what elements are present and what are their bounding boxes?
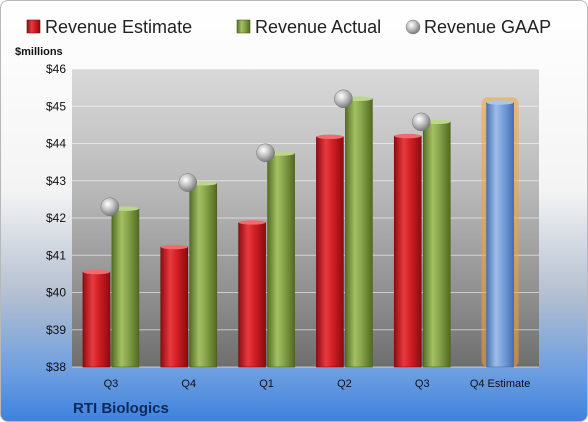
y-tick-label: $38 (46, 360, 66, 374)
y-tick-label: $43 (46, 174, 66, 188)
bars (82, 96, 519, 368)
bar-cap (316, 134, 344, 139)
x-axis-categories: Q3 Q4 Q1 Q2 Q3 Q4 Estimate (104, 378, 531, 390)
grid-lines (72, 68, 539, 368)
bar-revenue-actual (267, 153, 295, 368)
y-tick-label: $41 (46, 248, 66, 262)
gaap-marker (256, 143, 275, 163)
bar-cap (160, 244, 188, 250)
gaap-marker (334, 89, 353, 109)
bar-revenue-estimate (82, 271, 111, 368)
x-category-label: Q1 (259, 378, 274, 390)
y-tick-label: $46 (46, 62, 66, 76)
bar-revenue-actual (422, 121, 451, 368)
bar-cap (82, 269, 110, 275)
legend-label: Revenue Estimate (45, 17, 192, 37)
x-category-label: Q2 (337, 378, 352, 390)
gaap-marker (100, 197, 120, 217)
legend-label: Revenue GAAP (424, 17, 551, 37)
bar-revenue-estimate-forecast (486, 102, 514, 368)
y-tick-label: $40 (46, 286, 66, 300)
y-tick-label: $45 (46, 99, 66, 113)
bar-cap (238, 220, 266, 225)
gaap-markers (100, 89, 431, 217)
bar-cap (394, 133, 422, 139)
y-tick-label: $44 (46, 137, 66, 151)
bar-revenue-actual (111, 208, 140, 368)
company-name: RTI Biologics (73, 400, 169, 417)
y-tick-label: $42 (46, 211, 66, 225)
bar-revenue-actual (189, 183, 218, 368)
bar-revenue-estimate (393, 135, 422, 368)
x-category-label: Q4 (181, 378, 196, 390)
x-category-label: Q3 (415, 378, 430, 390)
y-tick-label: $39 (46, 323, 66, 337)
x-category-label: Q3 (104, 378, 119, 390)
x-category-label: Q4 Estimate (470, 378, 531, 390)
legend-swatch (26, 19, 41, 34)
gaap-marker (412, 112, 431, 132)
bar-revenue-estimate (316, 136, 344, 368)
bar-revenue-estimate (160, 246, 189, 368)
legend: Revenue Estimate Revenue Actual Revenue GA… (26, 17, 551, 37)
bar-revenue-actual (345, 98, 373, 368)
gaap-marker (178, 173, 197, 192)
y-axis-unit-label: $millions (15, 46, 63, 58)
legend-swatch (405, 19, 421, 35)
bar-cap (486, 100, 514, 105)
legend-swatch (236, 19, 251, 34)
y-axis-ticks: $38 $39 $40 $41 $42 $43 $44 $45 $46 (46, 62, 66, 374)
legend-label: Revenue Actual (255, 17, 381, 37)
bar-revenue-estimate (238, 222, 266, 368)
